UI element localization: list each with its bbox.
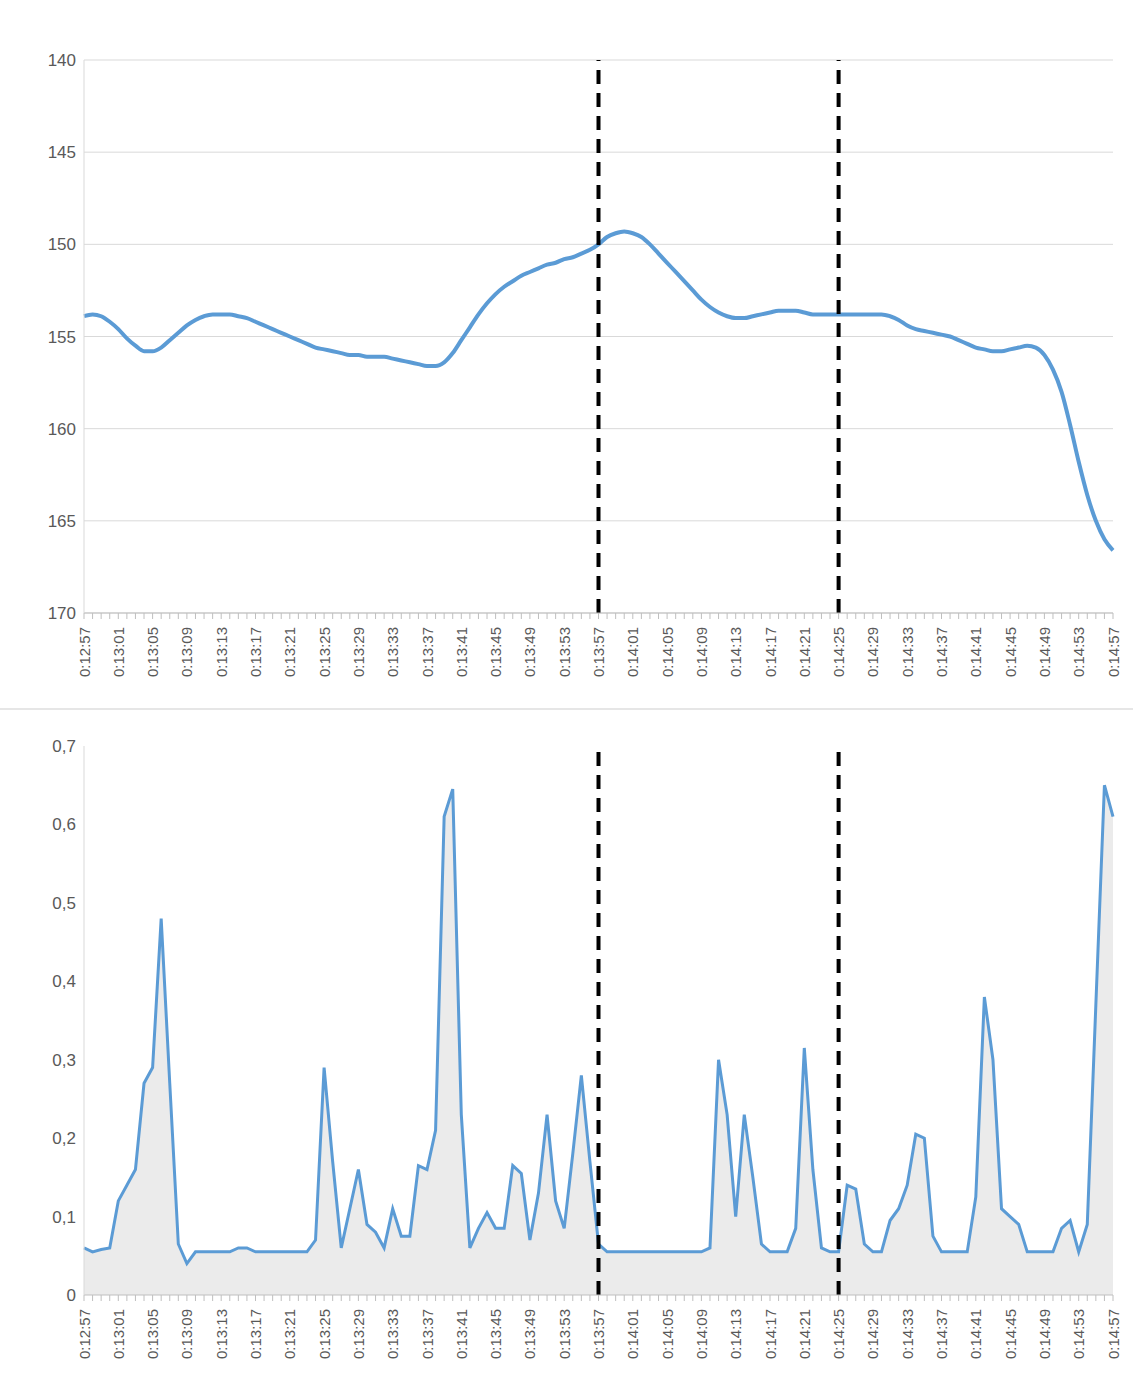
- svg-text:0,5: 0,5: [52, 894, 76, 913]
- svg-text:0:14:33: 0:14:33: [899, 1309, 916, 1359]
- svg-text:0:13:57: 0:13:57: [590, 1309, 607, 1359]
- svg-text:0: 0: [67, 1286, 76, 1305]
- svg-text:0,2: 0,2: [52, 1129, 76, 1148]
- svg-text:0:13:17: 0:13:17: [247, 627, 264, 677]
- svg-text:0:14:53: 0:14:53: [1070, 1309, 1087, 1359]
- svg-text:0:13:05: 0:13:05: [144, 1309, 161, 1359]
- svg-text:0:13:05: 0:13:05: [144, 627, 161, 677]
- svg-text:0,1: 0,1: [52, 1208, 76, 1227]
- svg-text:0:13:17: 0:13:17: [247, 1309, 264, 1359]
- svg-text:0:13:57: 0:13:57: [590, 627, 607, 677]
- svg-text:0:13:53: 0:13:53: [556, 627, 573, 677]
- svg-text:165: 165: [48, 512, 76, 531]
- svg-text:0:14:37: 0:14:37: [933, 627, 950, 677]
- svg-text:0:14:25: 0:14:25: [830, 627, 847, 677]
- svg-text:140: 140: [48, 51, 76, 70]
- svg-text:0:14:25: 0:14:25: [830, 1309, 847, 1359]
- svg-text:0:14:41: 0:14:41: [967, 1309, 984, 1359]
- svg-text:0:13:21: 0:13:21: [281, 1309, 298, 1359]
- svg-text:0:14:13: 0:14:13: [727, 627, 744, 677]
- svg-text:0:13:01: 0:13:01: [110, 627, 127, 677]
- svg-text:0,6: 0,6: [52, 815, 76, 834]
- svg-text:0:13:37: 0:13:37: [419, 627, 436, 677]
- svg-text:0:14:21: 0:14:21: [796, 1309, 813, 1359]
- svg-text:0:14:17: 0:14:17: [762, 627, 779, 677]
- svg-text:0:14:29: 0:14:29: [864, 627, 881, 677]
- svg-text:0:14:45: 0:14:45: [1002, 1309, 1019, 1359]
- svg-text:0:13:33: 0:13:33: [384, 1309, 401, 1359]
- svg-text:0:14:13: 0:14:13: [727, 1309, 744, 1359]
- svg-text:0:14:05: 0:14:05: [659, 627, 676, 677]
- svg-text:0:13:53: 0:13:53: [556, 1309, 573, 1359]
- svg-text:0:14:29: 0:14:29: [864, 1309, 881, 1359]
- svg-text:0:13:49: 0:13:49: [521, 1309, 538, 1359]
- svg-text:0:14:37: 0:14:37: [933, 1309, 950, 1359]
- svg-text:0:13:33: 0:13:33: [384, 627, 401, 677]
- svg-text:0:13:49: 0:13:49: [521, 627, 538, 677]
- svg-text:155: 155: [48, 328, 76, 347]
- svg-text:0:13:37: 0:13:37: [419, 1309, 436, 1359]
- svg-text:0:13:09: 0:13:09: [178, 627, 195, 677]
- svg-text:0:14:33: 0:14:33: [899, 627, 916, 677]
- svg-text:0:14:53: 0:14:53: [1070, 627, 1087, 677]
- svg-text:0:13:21: 0:13:21: [281, 627, 298, 677]
- svg-text:0:14:21: 0:14:21: [796, 627, 813, 677]
- svg-text:0:13:45: 0:13:45: [487, 1309, 504, 1359]
- svg-text:0:14:49: 0:14:49: [1036, 627, 1053, 677]
- svg-text:0:13:29: 0:13:29: [350, 1309, 367, 1359]
- svg-text:0:14:05: 0:14:05: [659, 1309, 676, 1359]
- svg-text:0,3: 0,3: [52, 1051, 76, 1070]
- svg-text:0:14:41: 0:14:41: [967, 627, 984, 677]
- svg-text:0,7: 0,7: [52, 737, 76, 756]
- svg-text:0,4: 0,4: [52, 972, 76, 991]
- svg-text:0:12:57: 0:12:57: [76, 627, 93, 677]
- svg-text:160: 160: [48, 420, 76, 439]
- svg-text:0:14:01: 0:14:01: [624, 1309, 641, 1359]
- svg-text:0:14:09: 0:14:09: [693, 1309, 710, 1359]
- svg-text:0:14:57: 0:14:57: [1105, 627, 1122, 677]
- svg-text:0:13:41: 0:13:41: [453, 1309, 470, 1359]
- svg-text:145: 145: [48, 143, 76, 162]
- svg-text:0:13:13: 0:13:13: [213, 627, 230, 677]
- svg-text:0:12:57: 0:12:57: [76, 1309, 93, 1359]
- svg-text:0:13:41: 0:13:41: [453, 627, 470, 677]
- svg-text:0:14:01: 0:14:01: [624, 627, 641, 677]
- svg-text:0:13:45: 0:13:45: [487, 627, 504, 677]
- svg-text:0:14:49: 0:14:49: [1036, 1309, 1053, 1359]
- svg-text:0:14:09: 0:14:09: [693, 627, 710, 677]
- svg-text:0:13:29: 0:13:29: [350, 627, 367, 677]
- svg-text:0:14:57: 0:14:57: [1105, 1309, 1122, 1359]
- svg-text:0:13:13: 0:13:13: [213, 1309, 230, 1359]
- svg-text:170: 170: [48, 604, 76, 623]
- svg-text:0:13:01: 0:13:01: [110, 1309, 127, 1359]
- svg-text:0:13:25: 0:13:25: [316, 1309, 333, 1359]
- svg-text:0:13:25: 0:13:25: [316, 627, 333, 677]
- svg-text:150: 150: [48, 235, 76, 254]
- svg-text:0:13:09: 0:13:09: [178, 1309, 195, 1359]
- svg-text:0:14:17: 0:14:17: [762, 1309, 779, 1359]
- svg-text:0:14:45: 0:14:45: [1002, 627, 1019, 677]
